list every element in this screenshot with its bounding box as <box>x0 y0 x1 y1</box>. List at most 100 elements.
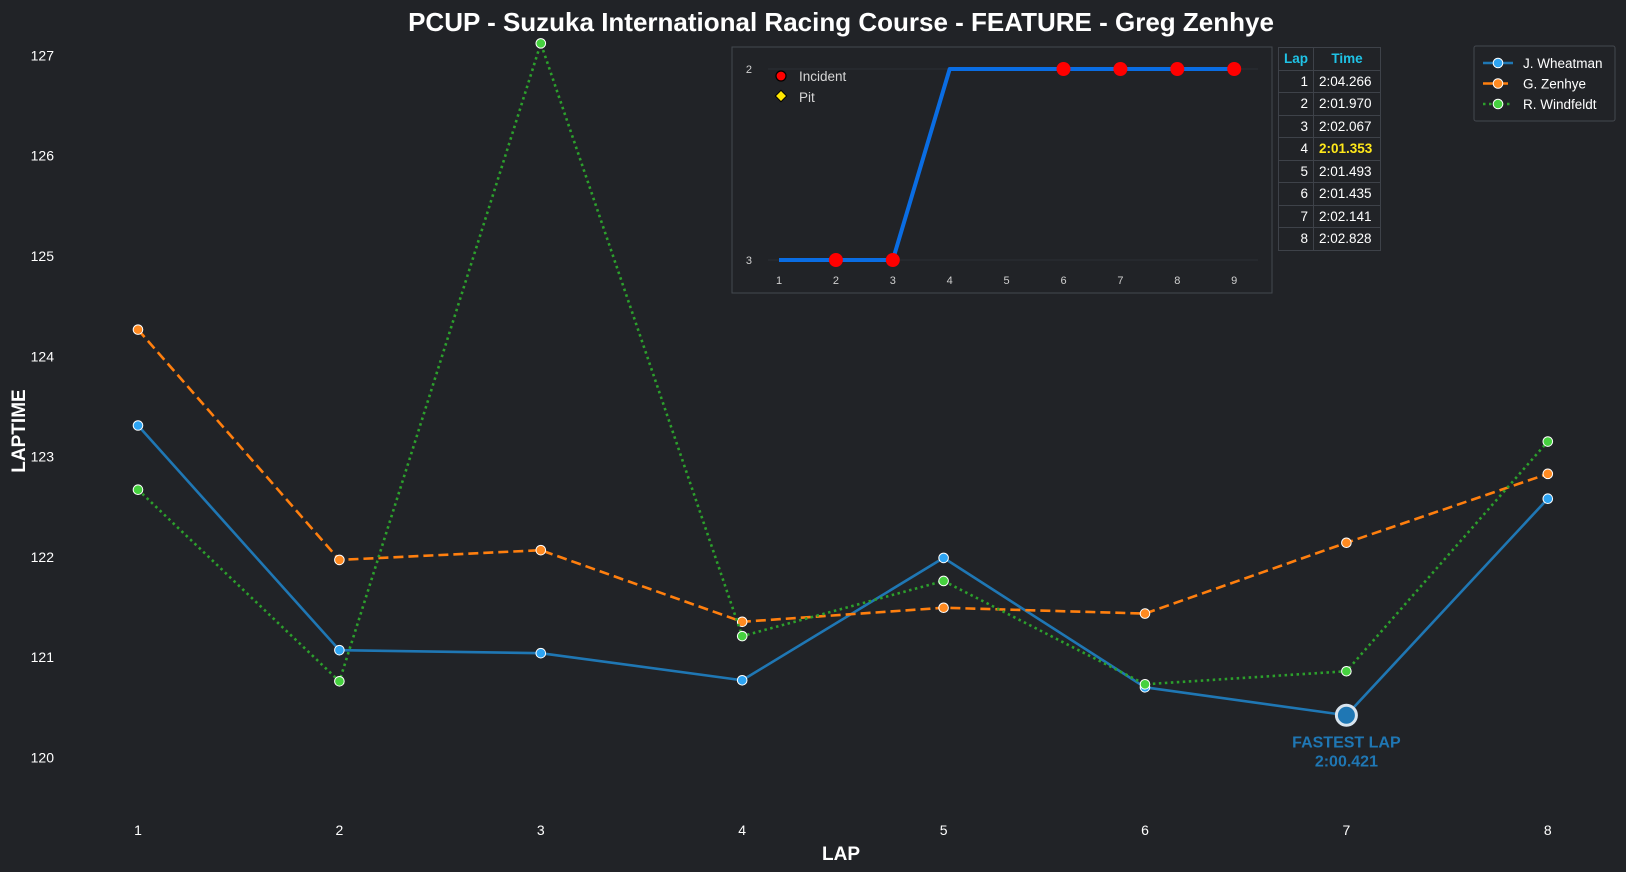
inset-x-tick-label: 7 <box>1117 275 1123 287</box>
lap-cell: 6 <box>1277 182 1315 206</box>
lap-cell: 8 <box>1277 227 1315 251</box>
data-point <box>736 616 748 628</box>
data-point <box>1341 665 1352 677</box>
inset-x-tick-label: 6 <box>1060 275 1066 287</box>
time-cell: 2:04.266 <box>1313 69 1382 93</box>
main-legend: J. Wheatman G. Zenhye R. Windfeldt <box>1473 45 1616 122</box>
table-row: 4 2:01.353 <box>1277 137 1382 161</box>
x-tick-label: 8 <box>1544 822 1552 838</box>
incident-marker <box>885 253 900 267</box>
data-point <box>132 420 144 431</box>
lap-cell: 2 <box>1277 92 1315 116</box>
fastest-lap-label: FASTEST LAP <box>1292 734 1401 751</box>
data-point <box>1542 436 1554 447</box>
x-tick-label: 1 <box>134 822 142 838</box>
inset-y-tick-label: 3 <box>746 255 752 267</box>
time-cell: 2:02.141 <box>1313 204 1382 228</box>
legend-marker <box>1492 78 1504 89</box>
inset-legend: Incident Pit <box>774 69 847 105</box>
y-axis-ticks: 120 121 122 123 124 125 126 127 <box>31 47 55 765</box>
lap-times-table: Lap Time 1 2:04.266 2 2:01.970 3 2:02.067 4… <box>1277 47 1382 251</box>
lap-cell: 3 <box>1277 114 1315 138</box>
inset-x-tick-label: 8 <box>1174 275 1180 287</box>
data-point <box>736 674 748 686</box>
data-point <box>535 544 547 556</box>
lap-cell: 4 <box>1277 137 1315 161</box>
inset-x-tick-label: 9 <box>1231 275 1237 287</box>
y-tick-label: 125 <box>31 248 55 264</box>
series-layer <box>132 38 1554 721</box>
data-point <box>334 554 345 566</box>
lap-cell: 5 <box>1277 159 1315 183</box>
data-point <box>1542 468 1554 480</box>
chart-title: PCUP - Suzuka International Racing Cours… <box>408 7 1274 37</box>
data-point <box>1139 678 1151 690</box>
y-tick-label: 121 <box>31 649 55 665</box>
inset-x-tick-label: 1 <box>776 275 782 287</box>
x-tick-label: 7 <box>1343 822 1351 838</box>
table-row: 7 2:02.141 <box>1277 204 1382 228</box>
y-tick-label: 123 <box>31 449 55 465</box>
time-cell: 2:02.067 <box>1313 114 1382 138</box>
data-point <box>1341 537 1352 549</box>
incident-marker <box>1113 62 1128 76</box>
data-point <box>132 484 144 495</box>
table-header-row: Lap Time <box>1277 47 1382 71</box>
y-tick-label: 127 <box>31 47 55 63</box>
time-cell: 2:02.828 <box>1313 227 1382 251</box>
incident-legend-marker <box>775 70 787 82</box>
incident-marker <box>1056 62 1071 76</box>
data-point <box>334 675 345 687</box>
inset-x-tick-label: 4 <box>947 275 953 287</box>
x-tick-label: 4 <box>738 822 746 838</box>
pit-legend-label: Pit <box>799 90 815 105</box>
x-tick-label: 5 <box>940 822 948 838</box>
pit-legend-marker <box>774 89 788 103</box>
fastest-lap-annotation: FASTEST LAP 2:00.421 <box>1292 703 1401 770</box>
data-point <box>1542 493 1554 505</box>
data-point <box>938 602 949 614</box>
x-tick-label: 3 <box>537 822 545 838</box>
data-point <box>535 38 547 49</box>
data-point <box>938 575 949 587</box>
legend-label: G. Zenhye <box>1523 77 1586 92</box>
incident-marker <box>1227 62 1242 76</box>
series-line <box>137 424 1549 717</box>
legend-marker <box>1492 57 1504 69</box>
incident-marker <box>828 253 843 267</box>
lap-cell: 1 <box>1277 69 1315 93</box>
table-row: 1 2:04.266 <box>1277 69 1382 93</box>
data-point <box>938 552 949 564</box>
best-time-cell: 2:01.353 <box>1313 137 1382 161</box>
inset-x-tick-label: 2 <box>833 275 839 287</box>
x-tick-label: 2 <box>336 822 344 838</box>
series-line <box>137 328 1549 624</box>
inset-x-tick-label: 5 <box>1004 275 1010 287</box>
data-point <box>132 324 144 335</box>
table-row: 3 2:02.067 <box>1277 114 1382 138</box>
data-point <box>334 644 345 656</box>
lap-cell: 7 <box>1277 204 1315 228</box>
table-row: 6 2:01.435 <box>1277 182 1382 206</box>
lap-column-header: Lap <box>1277 47 1315 71</box>
table-row: 5 2:01.493 <box>1277 159 1382 183</box>
time-cell: 2:01.435 <box>1313 182 1382 206</box>
data-point <box>1139 608 1151 619</box>
legend-label: R. Windfeldt <box>1523 97 1597 112</box>
legend-marker <box>1492 98 1504 110</box>
inset-x-tick-label: 3 <box>890 275 896 287</box>
fastest-lap-time: 2:00.421 <box>1315 753 1378 770</box>
y-tick-label: 124 <box>31 348 55 364</box>
y-tick-label: 126 <box>31 148 55 164</box>
x-axis-ticks: 1 2 3 4 5 6 7 8 <box>134 822 1552 838</box>
y-tick-label: 120 <box>31 750 55 766</box>
fastest-lap-marker <box>1334 703 1358 727</box>
position-inset: 2 3 1 2 3 4 5 6 7 8 9 Incident Pit <box>731 46 1273 294</box>
data-point <box>736 630 748 642</box>
series-1 <box>132 420 1554 721</box>
x-tick-label: 6 <box>1141 822 1149 838</box>
data-point <box>535 647 547 659</box>
series-3 <box>132 38 1554 690</box>
y-tick-label: 122 <box>31 549 55 565</box>
